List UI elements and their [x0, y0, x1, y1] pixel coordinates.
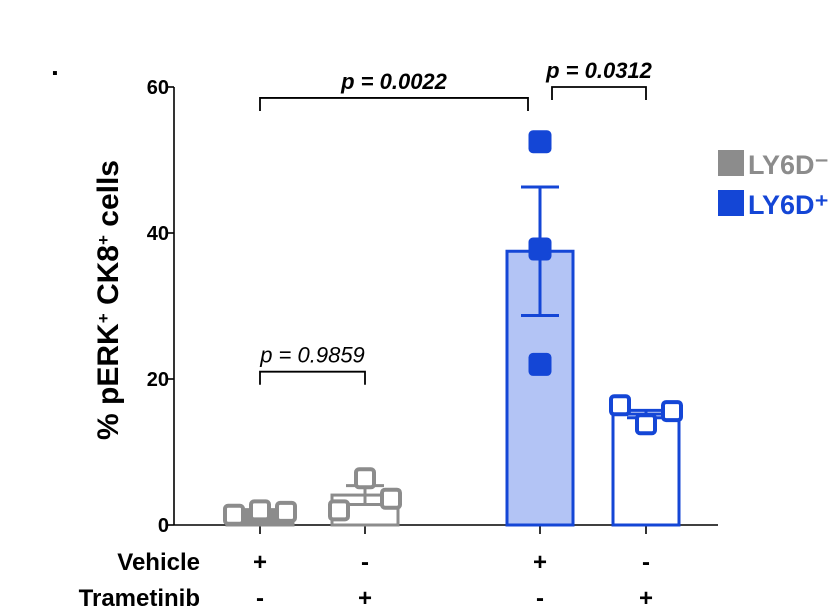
y-tick-label: 20 — [147, 369, 169, 391]
significance-bracket — [259, 97, 529, 111]
legend-swatch — [718, 150, 744, 176]
legend-label: LY6D⁺ — [748, 190, 829, 220]
bar — [505, 249, 575, 527]
y-axis-label-superscript: + — [94, 313, 113, 323]
trametinib-sign: + — [358, 585, 372, 610]
y-tick-label: 60 — [147, 77, 169, 99]
trametinib-sign: + — [639, 585, 653, 610]
p-value-label: p = 0.9859 — [259, 343, 365, 368]
trametinib-sign: - — [256, 585, 264, 610]
data-point — [249, 499, 271, 522]
trametinib-sign: - — [536, 585, 544, 610]
y-tick-label: 0 — [158, 515, 169, 537]
trametinib-row-label: Trametinib — [79, 585, 200, 610]
vehicle-sign: + — [533, 549, 547, 576]
data-point — [528, 130, 552, 154]
significance-bracket — [259, 370, 366, 385]
data-point — [223, 503, 245, 526]
legend-swatch — [718, 190, 744, 216]
y-axis-label-superscript: + — [94, 235, 113, 245]
data-point — [635, 413, 657, 436]
data-point — [380, 487, 402, 510]
data-point — [275, 500, 297, 523]
data-point — [528, 352, 552, 376]
data-point — [354, 467, 376, 490]
data-point — [609, 394, 631, 417]
vehicle-sign: - — [361, 549, 369, 576]
legend-label: LY6D⁻ — [748, 150, 829, 180]
y-tick-label: 40 — [147, 223, 169, 245]
y-axis-label: % pERK+ CK8+ cells — [92, 160, 125, 440]
p-value-label: p = 0.0312 — [545, 58, 653, 83]
y-axis-label-part: cells — [92, 160, 125, 235]
y-axis-label-part: % pERK — [92, 323, 125, 440]
data-point — [328, 499, 350, 522]
data-point — [528, 237, 552, 261]
significance-bracket — [551, 86, 647, 100]
p-value-label: p = 0.0022 — [340, 69, 448, 94]
panel-marker: ▪ — [52, 65, 58, 82]
y-axis-label-part: CK8 — [92, 245, 125, 313]
data-point — [661, 400, 683, 423]
vehicle-sign: + — [253, 549, 267, 576]
vehicle-row-label: Vehicle — [117, 549, 200, 576]
vehicle-sign: - — [642, 549, 650, 576]
